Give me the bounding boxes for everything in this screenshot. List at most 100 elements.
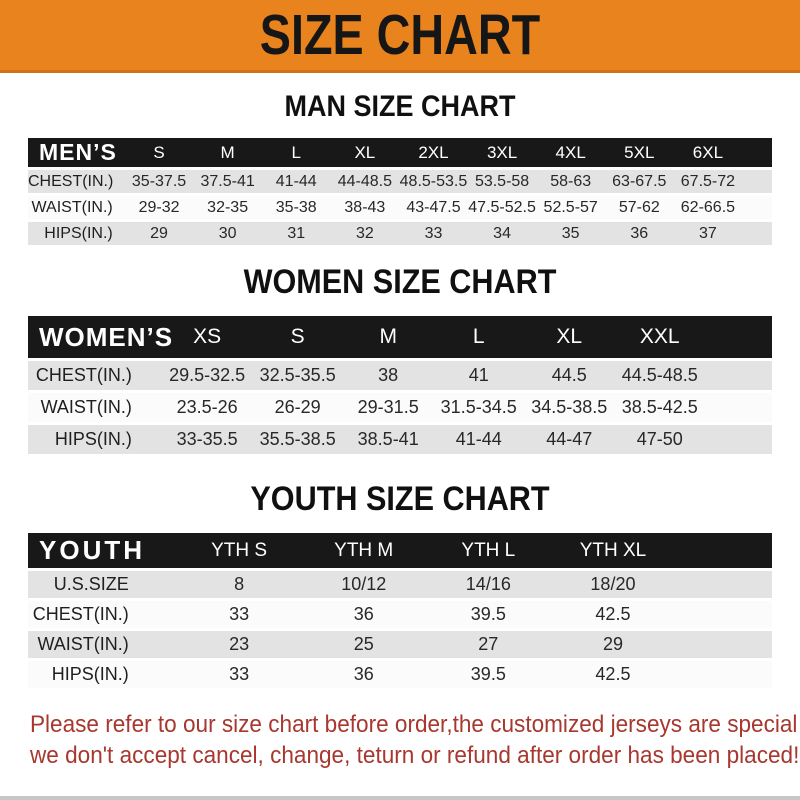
size-column-header: XS <box>161 316 253 358</box>
size-value: 33 <box>399 222 468 245</box>
bottom-edge <box>0 796 800 800</box>
size-value: 32 <box>330 222 400 245</box>
size-value: 25 <box>301 631 427 658</box>
header-spacer <box>742 138 772 167</box>
row-spacer <box>705 425 772 454</box>
notice-line-1: Please refer to our size chart before or… <box>30 711 800 738</box>
size-value: 58-63 <box>536 170 605 193</box>
row-label: CHEST(IN.) <box>28 170 125 193</box>
size-value: 29 <box>124 222 194 245</box>
size-value: 37.5-41 <box>193 170 262 193</box>
size-value: 37 <box>673 222 743 245</box>
size-value: 67.5-72 <box>673 170 743 193</box>
size-column-header: 4XL <box>536 138 605 167</box>
size-value: 36 <box>301 601 427 628</box>
size-value: 36 <box>604 222 674 245</box>
order-notice: Please refer to our size chart before or… <box>30 709 800 771</box>
size-column-header: XL <box>523 316 615 358</box>
size-value: 30 <box>193 222 262 245</box>
size-value: 31 <box>261 222 331 245</box>
size-table-women: WOMEN’S XS S M L XL XXL CHEST(IN.) 29.5-32.5 32.5… <box>28 313 772 457</box>
size-value: 34 <box>467 222 537 245</box>
size-value: 48.5-53.5 <box>399 170 468 193</box>
size-value: 41-44 <box>433 425 524 454</box>
size-value: 35-37.5 <box>124 170 194 193</box>
size-value: 44.5 <box>523 361 615 390</box>
row-spacer <box>675 571 772 598</box>
section-title-women: WOMEN SIZE CHART <box>243 263 557 301</box>
size-chart-sections: MAN SIZE CHART MEN’S S M L XL 2XL 3XL 4XL 5XL 6XL C… <box>0 90 800 691</box>
size-value: 10/12 <box>301 571 427 598</box>
measurement-row: CHEST(IN.) 33 36 39.5 42.5 <box>28 601 772 628</box>
section-title-men: MAN SIZE CHART <box>284 90 516 123</box>
size-value: 38-43 <box>330 196 400 219</box>
row-label: HIPS(IN.) <box>28 661 177 688</box>
size-value: 44-48.5 <box>330 170 400 193</box>
size-value: 39.5 <box>426 601 551 628</box>
size-value: 33 <box>176 661 302 688</box>
size-value: 27 <box>426 631 551 658</box>
size-value: 29-32 <box>124 196 194 219</box>
table-corner-label: WOMEN’S <box>28 316 172 358</box>
measurement-row: WAIST(IN.) 29-32 32-35 35-38 38-43 43-47.5 47.… <box>28 196 772 219</box>
size-column-header: M <box>193 138 262 167</box>
size-value: 44.5-48.5 <box>614 361 706 390</box>
row-spacer <box>742 222 772 245</box>
row-spacer <box>675 631 772 658</box>
measurement-row: CHEST(IN.) 29.5-32.5 32.5-35.5 38 41 44.5 44.5… <box>28 361 772 390</box>
size-column-header: M <box>342 316 434 358</box>
table-header-row: MEN’S S M L XL 2XL 3XL 4XL 5XL 6XL <box>28 138 772 167</box>
size-column-header: 3XL <box>467 138 537 167</box>
row-spacer <box>705 393 772 422</box>
size-column-header: YTH L <box>426 533 551 568</box>
section-title-youth: YOUTH SIZE CHART <box>250 480 550 518</box>
size-column-header: 5XL <box>604 138 674 167</box>
banner-title: SIZE CHART <box>259 3 541 67</box>
size-table-men: MEN’S S M L XL 2XL 3XL 4XL 5XL 6XL CHEST(IN.) 35-37… <box>28 135 772 248</box>
size-value: 23 <box>176 631 302 658</box>
row-label: CHEST(IN.) <box>28 601 177 628</box>
size-column-header: YTH S <box>176 533 302 568</box>
size-column-header: XL <box>330 138 400 167</box>
size-value: 29 <box>550 631 676 658</box>
size-column-header: S <box>124 138 194 167</box>
size-value: 42.5 <box>550 661 676 688</box>
table-corner-label: YOUTH <box>28 533 177 568</box>
size-value: 42.5 <box>550 601 676 628</box>
size-value: 36 <box>301 661 427 688</box>
size-value: 53.5-58 <box>467 170 537 193</box>
size-value: 62-66.5 <box>673 196 743 219</box>
size-column-header: YTH XL <box>550 533 676 568</box>
table-header-row: WOMEN’S XS S M L XL XXL <box>28 316 772 358</box>
size-value: 38.5-41 <box>342 425 434 454</box>
row-spacer <box>742 170 772 193</box>
measurement-row: HIPS(IN.) 29 30 31 32 33 34 35 36 37 <box>28 222 772 245</box>
size-value: 38.5-42.5 <box>614 393 706 422</box>
size-value: 57-62 <box>604 196 674 219</box>
size-column-header: L <box>261 138 331 167</box>
size-value: 29-31.5 <box>342 393 434 422</box>
size-value: 35.5-38.5 <box>252 425 343 454</box>
size-value: 47-50 <box>614 425 706 454</box>
size-value: 44-47 <box>523 425 615 454</box>
size-value: 33-35.5 <box>161 425 253 454</box>
row-label: U.S.SIZE <box>28 571 177 598</box>
measurement-row: WAIST(IN.) 23.5-26 26-29 29-31.5 31.5-34.5 34… <box>28 393 772 422</box>
row-spacer <box>675 601 772 628</box>
size-column-header: 6XL <box>673 138 743 167</box>
table-header-row: YOUTH YTH S YTH M YTH L YTH XL <box>28 533 772 568</box>
size-value: 38 <box>342 361 434 390</box>
banner: SIZE CHART <box>0 0 800 73</box>
size-value: 43-47.5 <box>399 196 468 219</box>
size-column-header: S <box>252 316 343 358</box>
row-label: CHEST(IN.) <box>28 361 162 390</box>
size-value: 35 <box>536 222 605 245</box>
row-spacer <box>675 661 772 688</box>
header-spacer <box>675 533 772 568</box>
size-value: 31.5-34.5 <box>433 393 524 422</box>
notice-line-2: we don't accept cancel, change, teturn o… <box>30 742 800 769</box>
size-value: 14/16 <box>426 571 551 598</box>
size-value: 18/20 <box>550 571 676 598</box>
size-value: 32-35 <box>193 196 262 219</box>
